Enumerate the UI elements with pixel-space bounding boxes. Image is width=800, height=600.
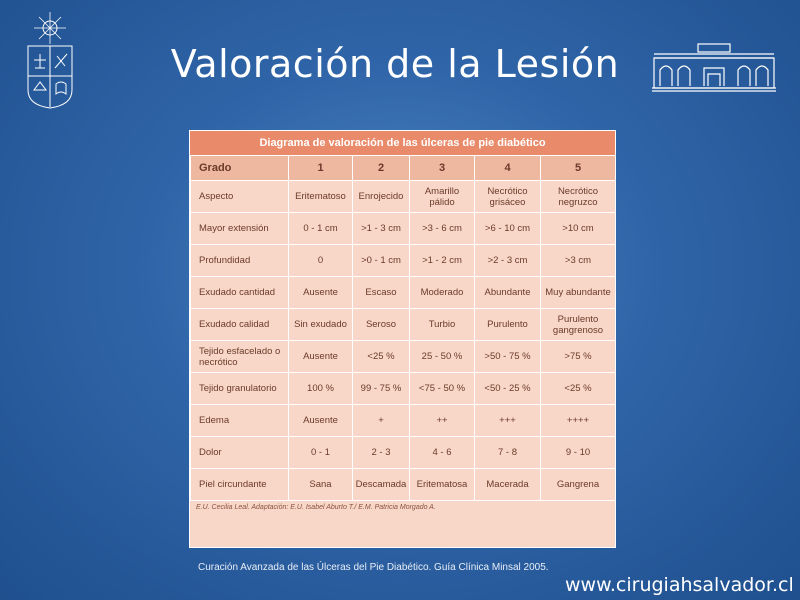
table-cell: Gangrena <box>540 468 616 501</box>
table-cell: ++ <box>409 404 475 437</box>
table-cell: 9 - 10 <box>540 436 616 469</box>
table-cell: >1 - 2 cm <box>409 244 475 277</box>
table-cell: 99 - 75 % <box>352 372 410 405</box>
source-citation: Curación Avanzada de las Úlceras del Pie… <box>198 562 549 573</box>
row-label: Piel circundante <box>190 468 289 501</box>
table-title: Diagrama de valoración de las úlceras de… <box>190 131 615 155</box>
table-cell: Enrojecido <box>352 180 410 213</box>
table-cell: Muy abundante <box>540 276 616 309</box>
table-row: Piel circundante Sana Descamada Eritemat… <box>190 468 616 501</box>
ulcer-assessment-table: Diagrama de valoración de las úlceras de… <box>189 130 616 548</box>
table-cell: Purulento gangrenoso <box>540 308 616 341</box>
table-cell: 0 <box>288 244 353 277</box>
table-cell: Moderado <box>409 276 475 309</box>
table-row: Profundidad 0 >0 - 1 cm >1 - 2 cm >2 - 3… <box>190 244 616 277</box>
table-cell: >3 cm <box>540 244 616 277</box>
table-cell: Amarillo pálido <box>409 180 475 213</box>
table-cell: Turbio <box>409 308 475 341</box>
table-cell: Seroso <box>352 308 410 341</box>
table-row: Exudado cantidad Ausente Escaso Moderado… <box>190 276 616 309</box>
table-cell: 2 - 3 <box>352 436 410 469</box>
table-cell: 100 % <box>288 372 353 405</box>
row-label: Edema <box>190 404 289 437</box>
table-credit: E.U. Cecilia Leal. Adaptación: E.U. Isab… <box>196 504 436 511</box>
table-cell: 25 - 50 % <box>409 340 475 373</box>
table-cell: >1 - 3 cm <box>352 212 410 245</box>
table-row: Tejido granulatorio 100 % 99 - 75 % <75 … <box>190 372 616 405</box>
table-cell: >10 cm <box>540 212 616 245</box>
table-cell: Macerada <box>474 468 541 501</box>
table-cell: 0 - 1 <box>288 436 353 469</box>
header-grade-4: 4 <box>474 155 541 181</box>
table-row: Edema Ausente + ++ +++ ++++ <box>190 404 616 437</box>
table-row: Mayor extensión 0 - 1 cm >1 - 3 cm >3 - … <box>190 212 616 245</box>
table-cell: >6 - 10 cm <box>474 212 541 245</box>
table-row: Dolor 0 - 1 2 - 3 4 - 6 7 - 8 9 - 10 <box>190 436 616 469</box>
table-cell: >75 % <box>540 340 616 373</box>
row-label: Mayor extensión <box>190 212 289 245</box>
table-cell: <50 - 25 % <box>474 372 541 405</box>
university-crest-icon <box>27 12 73 109</box>
table-cell: +++ <box>474 404 541 437</box>
slide-title: Valoración de la Lesión <box>170 42 620 86</box>
table-cell: 0 - 1 cm <box>288 212 353 245</box>
table-header-row: Grado 1 2 3 4 5 <box>190 155 616 181</box>
website-url: www.cirugiahsalvador.cl <box>565 574 794 596</box>
row-label: Exudado cantidad <box>190 276 289 309</box>
table-cell: >3 - 6 cm <box>409 212 475 245</box>
table-cell: Purulento <box>474 308 541 341</box>
table-cell: 4 - 6 <box>409 436 475 469</box>
table-cell: <75 - 50 % <box>409 372 475 405</box>
table-cell: Escaso <box>352 276 410 309</box>
table-row: Exudado calidad Sin exudado Seroso Turbi… <box>190 308 616 341</box>
table-cell: Ausente <box>288 340 353 373</box>
table-cell: Descamada <box>352 468 410 501</box>
table-cell: >50 - 75 % <box>474 340 541 373</box>
table-cell: >2 - 3 cm <box>474 244 541 277</box>
row-label: Tejido esfacelado o necrótico <box>190 340 289 373</box>
table-cell: Abundante <box>474 276 541 309</box>
row-label: Dolor <box>190 436 289 469</box>
row-label: Exudado calidad <box>190 308 289 341</box>
header-grade-5: 5 <box>540 155 616 181</box>
table-cell: >0 - 1 cm <box>352 244 410 277</box>
hospital-building-icon <box>652 43 776 92</box>
table-cell: Necrótico negruzco <box>540 180 616 213</box>
table-cell: Ausente <box>288 276 353 309</box>
table-cell: Necrótico grisáceo <box>474 180 541 213</box>
table-cell: Eritematoso <box>288 180 353 213</box>
table-cell: <25 % <box>352 340 410 373</box>
table-row: Tejido esfacelado o necrótico Ausente <2… <box>190 340 616 373</box>
header-grade-1: 1 <box>288 155 353 181</box>
table-cell: <25 % <box>540 372 616 405</box>
table-cell: Ausente <box>288 404 353 437</box>
table-cell: 7 - 8 <box>474 436 541 469</box>
header-grade-3: 3 <box>409 155 475 181</box>
row-label: Tejido granulatorio <box>190 372 289 405</box>
table-cell: Sana <box>288 468 353 501</box>
header-grade-2: 2 <box>352 155 410 181</box>
table-cell: ++++ <box>540 404 616 437</box>
table-cell: + <box>352 404 410 437</box>
table-cell: Sin exudado <box>288 308 353 341</box>
table-cell: Eritematosa <box>409 468 475 501</box>
row-label: Profundidad <box>190 244 289 277</box>
table-row: Aspecto Eritematoso Enrojecido Amarillo … <box>190 180 616 213</box>
header-grado: Grado <box>190 155 289 181</box>
row-label: Aspecto <box>190 180 289 213</box>
